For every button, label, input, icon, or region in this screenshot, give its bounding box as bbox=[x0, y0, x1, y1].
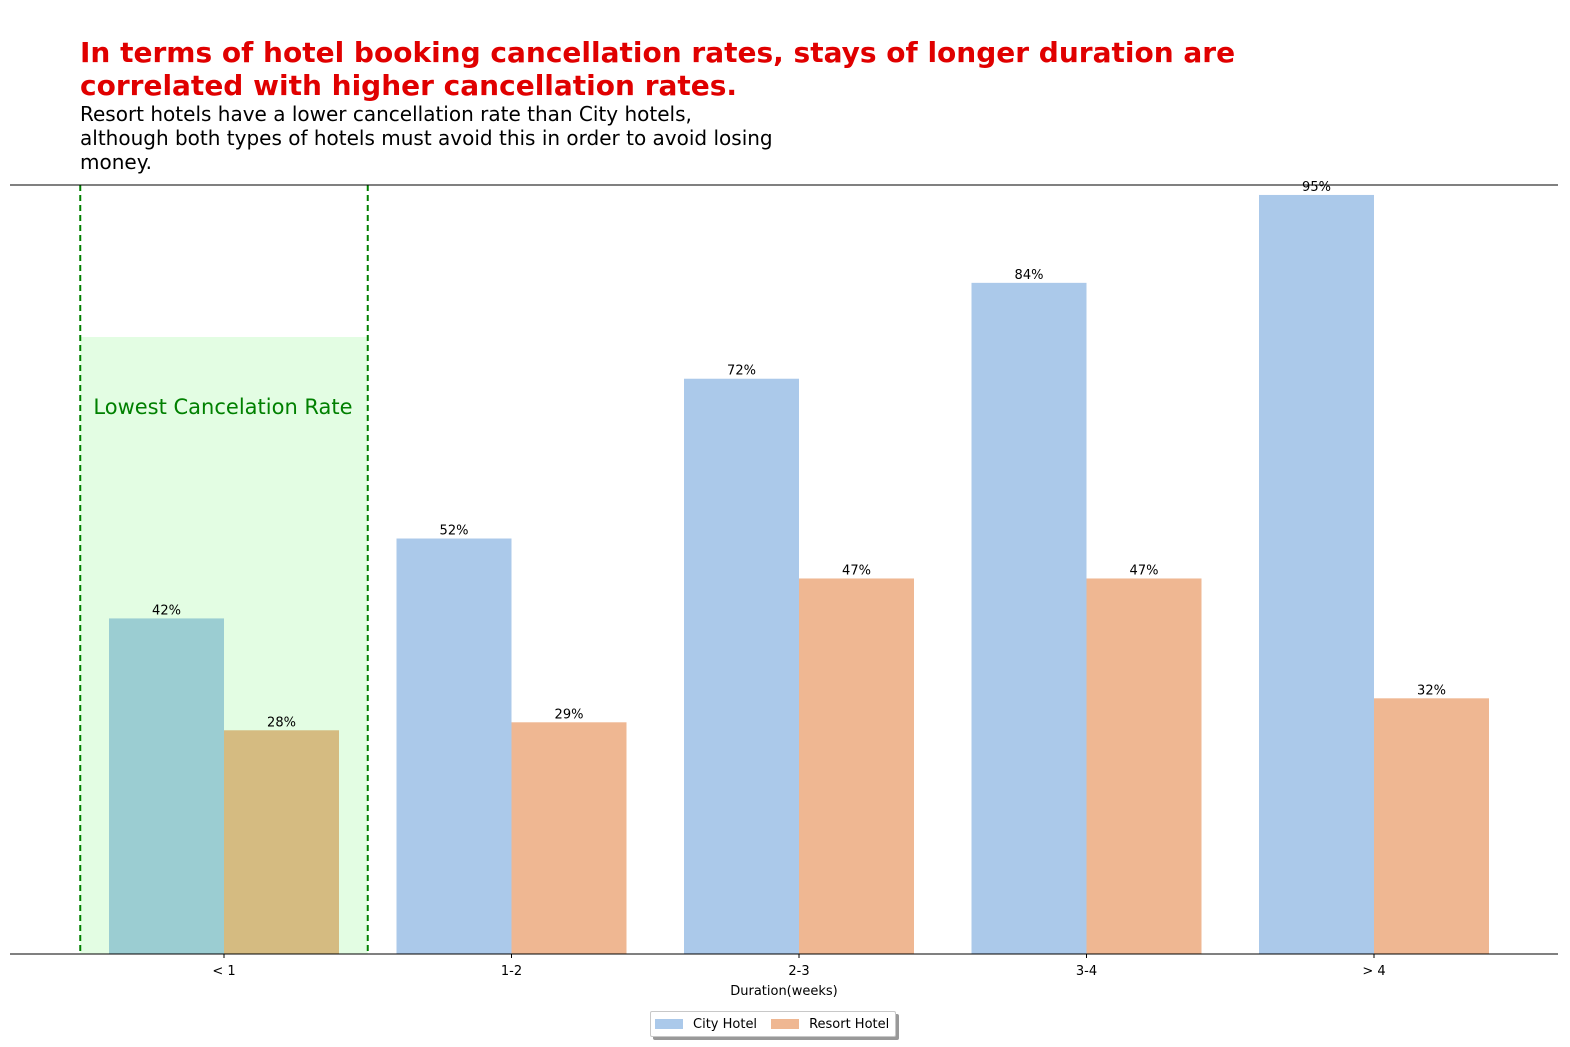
value-label-resort-2: 47% bbox=[842, 563, 871, 578]
legend-swatch-city bbox=[655, 1019, 683, 1029]
value-label-city-4: 95% bbox=[1302, 180, 1331, 195]
x-tick-label-2: 2-3 bbox=[788, 964, 809, 979]
bar-city-3 bbox=[971, 282, 1087, 955]
bar-resort-3 bbox=[1086, 578, 1202, 954]
value-label-resort-0: 28% bbox=[267, 715, 296, 730]
value-label-resort-3: 47% bbox=[1130, 563, 1159, 578]
legend-item-city: City Hotel bbox=[655, 1017, 757, 1032]
highlight-annotation: Lowest Cancelation Rate bbox=[93, 395, 352, 419]
x-tick-label-4: > 4 bbox=[1362, 964, 1385, 979]
x-tick-label-0: < 1 bbox=[212, 964, 235, 979]
value-label-city-1: 52% bbox=[440, 524, 469, 539]
chart-title: In terms of hotel booking cancellation r… bbox=[80, 36, 1236, 102]
bar-city-4 bbox=[1259, 194, 1374, 954]
value-label-city-3: 84% bbox=[1015, 268, 1044, 283]
bars-group: 42% 52% 72% 84% 95% 28% 29% 47% 47% 32% bbox=[109, 180, 1489, 955]
value-label-city-2: 72% bbox=[727, 364, 756, 379]
legend-label-city: City Hotel bbox=[693, 1016, 758, 1032]
legend: City Hotel Resort Hotel bbox=[650, 1011, 897, 1037]
chart-subtitle: Resort hotels have a lower cancellation … bbox=[80, 102, 773, 174]
bar-resort-0 bbox=[224, 730, 339, 954]
legend-label-resort: Resort Hotel bbox=[809, 1016, 890, 1032]
x-ticks-group: < 1 1-2 2-3 3-4 > 4 bbox=[212, 954, 1386, 979]
value-label-city-0: 42% bbox=[152, 603, 181, 618]
x-tick-label-1: 1-2 bbox=[501, 964, 522, 979]
legend-swatch-resort bbox=[771, 1019, 800, 1029]
bar-resort-4 bbox=[1374, 698, 1489, 954]
value-label-resort-1: 29% bbox=[555, 707, 584, 722]
bar-city-2 bbox=[684, 378, 799, 955]
bar-city-0 bbox=[109, 618, 224, 954]
bar-resort-1 bbox=[511, 722, 627, 954]
legend-item-resort: Resort Hotel bbox=[771, 1017, 889, 1032]
x-axis-label: Duration(weeks) bbox=[730, 984, 838, 999]
bar-city-1 bbox=[396, 538, 512, 954]
x-tick-label-3: 3-4 bbox=[1076, 964, 1097, 979]
bar-resort-2 bbox=[799, 578, 914, 954]
value-label-resort-4: 32% bbox=[1417, 683, 1446, 698]
